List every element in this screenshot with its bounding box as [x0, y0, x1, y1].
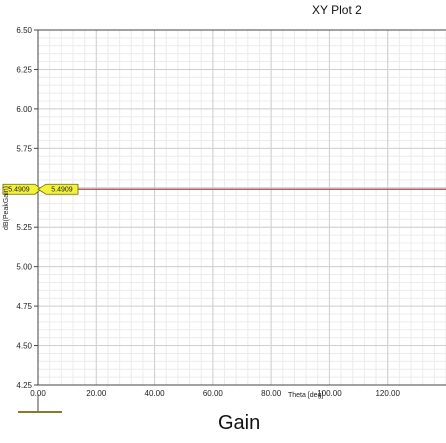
x-tick-label: 20.00 [86, 389, 107, 398]
marker-flag [2, 183, 42, 195]
x-axis-ticks: 0.00 20.00 40.00 60.00 80.00 100.00 120.00 [30, 389, 400, 398]
x-axis-label: Theta [deg] [288, 392, 323, 399]
marker-label: 5.4909 [51, 187, 73, 194]
y-tick-label: 4.50 [16, 342, 32, 351]
y-axis-ticks: 4.254.504.755.005.255.505.756.006.256.50 [16, 26, 38, 390]
marker-flag [37, 183, 79, 195]
y-tick-label: 4.75 [16, 302, 32, 311]
plot-caption: Gain [218, 412, 261, 434]
x-tick-label: 120.00 [375, 389, 400, 398]
y-tick-label: 5.75 [16, 144, 32, 153]
x-tick-label: 40.00 [145, 389, 166, 398]
grid [37, 29, 446, 386]
chart-title: XY Plot 2 [312, 3, 362, 17]
markers-group: 5.4909 5.4909 [2, 183, 79, 195]
x-tick-label: 0.00 [30, 389, 46, 398]
y-tick-label: 6.00 [16, 105, 32, 114]
x-tick-label: 60.00 [203, 389, 224, 398]
y-tick-label: 4.25 [16, 381, 32, 390]
y-tick-label: 6.50 [16, 26, 32, 35]
y-tick-label: 5.00 [16, 263, 32, 272]
y-tick-label: 6.25 [16, 65, 32, 74]
marker-label: 5.4909 [8, 187, 30, 194]
x-tick-label: 100.00 [317, 389, 342, 398]
x-tick-label: 80.00 [261, 389, 282, 398]
y-tick-label: 5.25 [16, 223, 32, 232]
y-axis-label: dB(PeakGain) [3, 186, 10, 230]
